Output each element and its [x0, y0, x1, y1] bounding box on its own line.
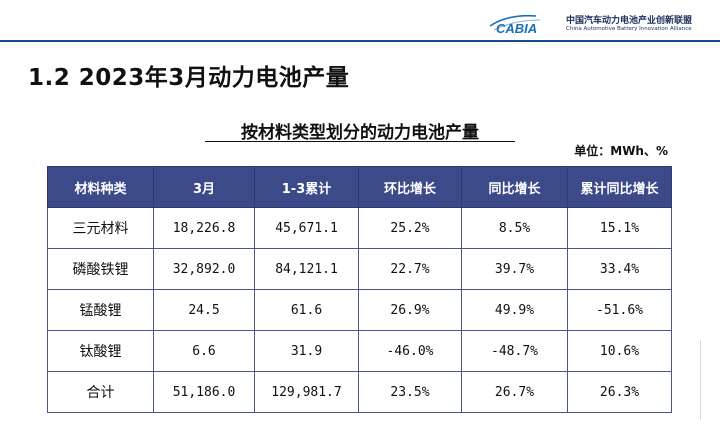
cell-yoy: 26.7%: [461, 371, 568, 413]
logo-brand-text: CABIA: [496, 21, 537, 36]
cell-march: 51,186.0: [153, 371, 255, 413]
row-label: 钛酸锂: [47, 330, 154, 372]
cell-march: 24.5: [153, 289, 255, 331]
row-label: 锰酸锂: [47, 289, 154, 331]
cell-cum-yoy: 10.6%: [567, 330, 672, 372]
table-row: 锰酸锂 24.5 61.6 26.9% 49.9% -51.6%: [47, 289, 672, 331]
cell-yoy: -48.7%: [461, 330, 568, 372]
logo-name-cn: 中国汽车动力电池产业创新联盟: [566, 16, 693, 26]
cell-cumulative: 31.9: [254, 330, 359, 372]
cell-march: 32,892.0: [153, 248, 255, 290]
cell-yoy: 39.7%: [461, 248, 568, 290]
header-yoy-growth: 同比增长: [461, 166, 568, 208]
cell-cum-yoy: 15.1%: [567, 207, 672, 249]
cell-cumulative: 129,981.7: [254, 371, 359, 413]
cabia-logo-mark: CABIA: [489, 14, 541, 36]
row-label: 磷酸铁锂: [47, 248, 154, 290]
unit-label: 单位：MWh、%: [574, 144, 668, 158]
cabia-logo: CABIA 中国汽车动力电池产业创新联盟 China Automotive Ba…: [488, 10, 716, 38]
logo-name-en: China Automotive Battery Innovation Alli…: [566, 26, 692, 32]
header-cumulative-yoy-growth: 累计同比增长: [567, 166, 672, 208]
table-row: 磷酸铁锂 32,892.0 84,121.1 22.7% 39.7% 33.4%: [47, 248, 672, 290]
slide-edge-line: [700, 340, 701, 420]
table-row: 钛酸锂 6.6 31.9 -46.0% -48.7% 10.6%: [47, 330, 672, 372]
cell-mom: -46.0%: [358, 330, 462, 372]
table-header-row: 材料种类 3月 1-3累计 环比增长 同比增长 累计同比增长: [47, 166, 672, 208]
cell-yoy: 8.5%: [461, 207, 568, 249]
cell-mom: 23.5%: [358, 371, 462, 413]
table-title-underline: [205, 141, 515, 142]
cell-march: 18,226.8: [153, 207, 255, 249]
header-mom-growth: 环比增长: [358, 166, 462, 208]
cell-cum-yoy: 26.3%: [567, 371, 672, 413]
header-material-type: 材料种类: [47, 166, 154, 208]
table-row-total: 合计 51,186.0 129,981.7 23.5% 26.7% 26.3%: [47, 371, 672, 413]
cell-march: 6.6: [153, 330, 255, 372]
cell-mom: 25.2%: [358, 207, 462, 249]
header-divider: [0, 40, 720, 42]
table-title: 按材料类型划分的动力电池产量: [241, 123, 479, 143]
cell-cumulative: 61.6: [254, 289, 359, 331]
page-title: 1.2 2023年3月动力电池产量: [28, 65, 350, 91]
header-q1-cumulative: 1-3累计: [254, 166, 359, 208]
cell-cum-yoy: -51.6%: [567, 289, 672, 331]
row-label: 三元材料: [47, 207, 154, 249]
cell-cumulative: 45,671.1: [254, 207, 359, 249]
battery-output-table: 材料种类 3月 1-3累计 环比增长 同比增长 累计同比增长 三元材料 18,2…: [47, 166, 672, 413]
cell-mom: 22.7%: [358, 248, 462, 290]
row-label: 合计: [47, 371, 154, 413]
cell-yoy: 49.9%: [461, 289, 568, 331]
cell-cumulative: 84,121.1: [254, 248, 359, 290]
header-march: 3月: [153, 166, 255, 208]
table-row: 三元材料 18,226.8 45,671.1 25.2% 8.5% 15.1%: [47, 207, 672, 249]
cell-cum-yoy: 33.4%: [567, 248, 672, 290]
cell-mom: 26.9%: [358, 289, 462, 331]
